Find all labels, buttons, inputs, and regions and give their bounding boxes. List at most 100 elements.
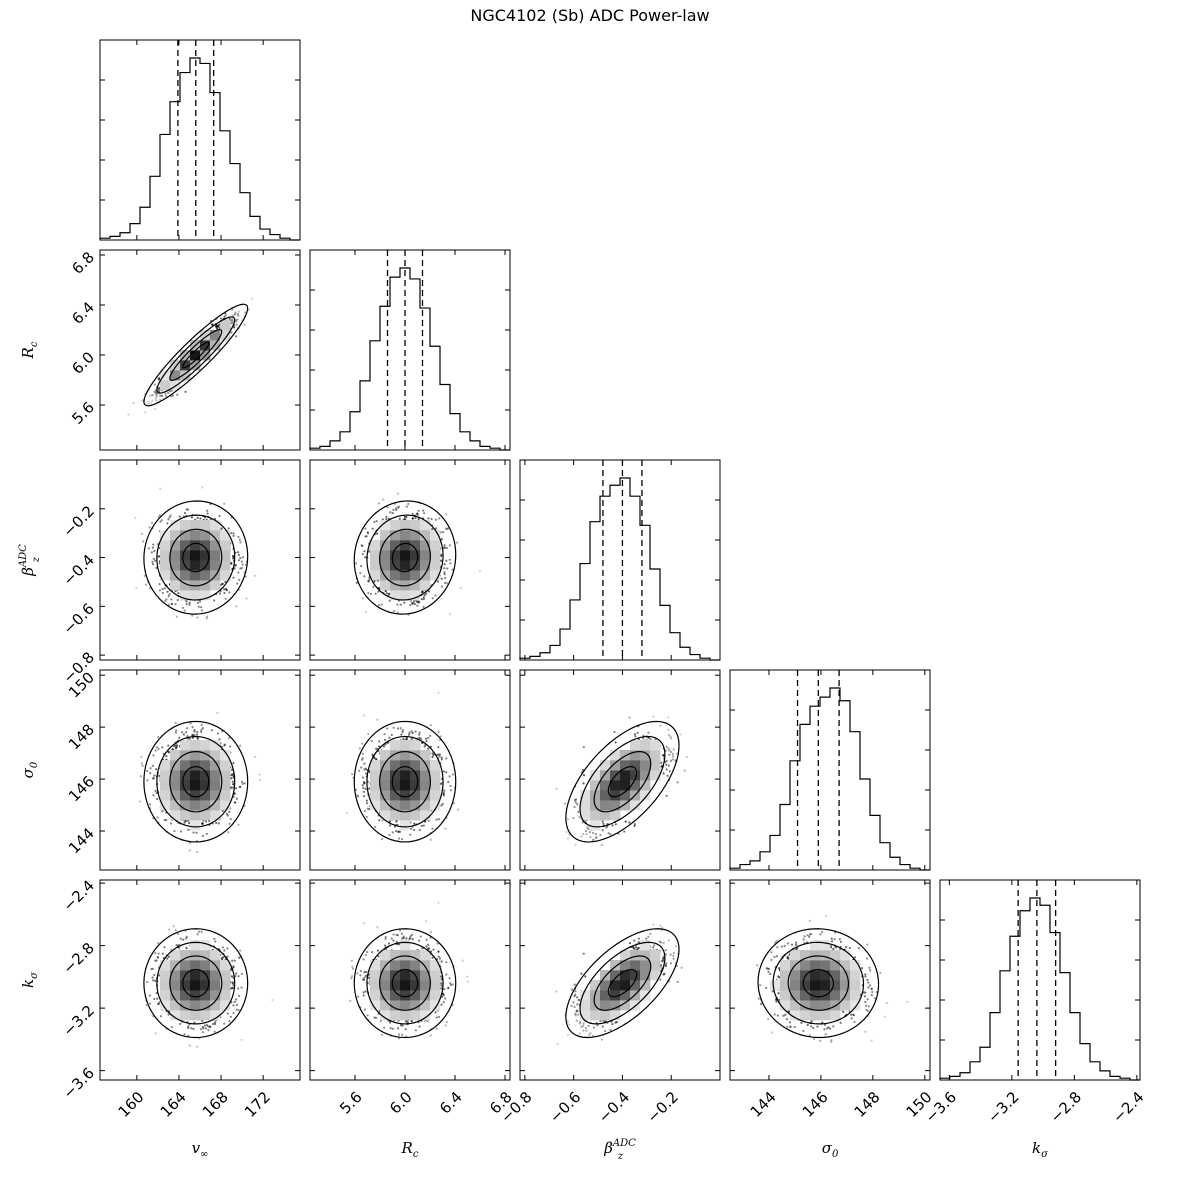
sample-point (429, 930, 432, 934)
sample-point (378, 740, 381, 743)
sample-point (378, 745, 381, 748)
density-cell (210, 970, 221, 981)
density-cell (160, 530, 171, 541)
density-cell (840, 1000, 851, 1011)
sample-point (607, 832, 610, 835)
sample-point (788, 1021, 792, 1024)
sample-point (440, 982, 443, 985)
sample-point (231, 309, 234, 312)
sample-point (667, 728, 670, 731)
sample-point (157, 387, 160, 390)
density-cell (370, 1000, 381, 1011)
histogram-step (729, 687, 930, 871)
sample-point (365, 815, 368, 819)
sample-point (425, 737, 428, 740)
sample-point (440, 1003, 443, 1006)
sample-point (580, 1025, 583, 1028)
sample-point (237, 994, 241, 998)
density-cell (210, 540, 221, 551)
sample-point (231, 982, 234, 985)
sample-point (393, 825, 397, 828)
sample-point (404, 1028, 407, 1031)
density-cell (380, 750, 391, 761)
sample-point (367, 591, 370, 595)
sample-point (767, 1018, 770, 1021)
sample-point (388, 833, 391, 836)
sample-point (434, 518, 438, 521)
sample-point (167, 1013, 170, 1016)
sample-point (170, 598, 173, 601)
sample-point (832, 1025, 835, 1028)
sample-point (582, 773, 586, 777)
sample-point (443, 581, 447, 585)
density-cell (630, 760, 641, 771)
sample-point (362, 991, 365, 994)
density-cell (190, 530, 201, 541)
sample-point (172, 925, 175, 928)
density-cell (390, 580, 401, 591)
sample-point (443, 567, 446, 570)
density-cell (630, 950, 641, 961)
sample-point (578, 1022, 582, 1025)
sample-point (447, 986, 450, 990)
sample-point (258, 778, 262, 782)
density-cell (610, 790, 621, 801)
density-cell (210, 800, 221, 811)
sample-point (239, 785, 242, 789)
density-cell (410, 980, 421, 991)
sample-point (390, 733, 393, 737)
sample-point (236, 582, 239, 585)
sample-point (145, 1004, 148, 1007)
sample-point (183, 821, 186, 824)
x-tick-label: 172 (241, 1088, 274, 1121)
sample-point (440, 554, 443, 558)
density-cell (420, 760, 431, 771)
density-cell (430, 800, 441, 811)
density-cell (610, 1000, 621, 1011)
sample-point (377, 590, 380, 593)
density-cell (420, 960, 431, 971)
density-cell (190, 810, 201, 821)
sample-point (398, 929, 402, 932)
sample-point (565, 830, 568, 834)
sample-point (373, 580, 376, 583)
sample-point (237, 956, 241, 960)
sample-point (221, 582, 224, 586)
density-cell (160, 780, 171, 791)
sample-point (839, 1021, 842, 1024)
sample-point (637, 738, 640, 741)
sample-point (174, 721, 177, 724)
sample-point (410, 601, 414, 604)
axis-label: σ0 (822, 1139, 839, 1160)
density-cell (160, 370, 171, 381)
sample-point (362, 786, 365, 789)
density-cell (580, 800, 591, 811)
density-cell (170, 560, 181, 571)
sample-point (864, 1000, 867, 1004)
sample-point (592, 1026, 595, 1029)
density-cell (200, 590, 211, 601)
density-cell (420, 540, 431, 551)
sample-point (364, 527, 367, 530)
sample-point (196, 730, 199, 734)
sample-point (420, 824, 423, 828)
sample-point (587, 1024, 590, 1028)
tick-marks (730, 669, 930, 870)
sample-point (357, 795, 360, 798)
sample-point (376, 949, 380, 952)
sample-point (589, 836, 592, 839)
sample-point (190, 516, 194, 519)
density-cell (600, 770, 611, 781)
sample-point (229, 745, 232, 748)
sample-point (363, 970, 366, 974)
density-cell (650, 770, 661, 781)
sample-point (793, 1025, 796, 1029)
sample-point (614, 823, 617, 826)
sample-point (351, 967, 355, 970)
sample-point (362, 795, 366, 798)
sample-point (574, 1014, 577, 1017)
sample-point (405, 505, 408, 508)
density-cell (160, 800, 171, 811)
sample-point (575, 1019, 578, 1022)
sample-point (563, 802, 567, 805)
